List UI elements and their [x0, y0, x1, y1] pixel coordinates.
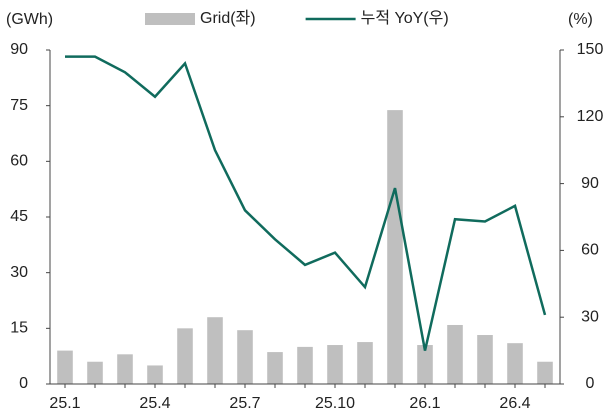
- bar: [147, 365, 163, 384]
- y-axis-label: (GWh): [6, 11, 53, 28]
- line: [65, 55, 547, 351]
- bar: [57, 350, 73, 384]
- x-tick-label: 25.4: [139, 395, 170, 412]
- x-tick-label: 25.10: [315, 395, 355, 412]
- y-tick-label: 30: [10, 264, 28, 281]
- y2-axis-label: (%): [568, 11, 593, 28]
- y2-tick-label: 60: [581, 242, 599, 259]
- x-tick-label: 25.7: [229, 395, 260, 412]
- y2-tick-label: 30: [581, 308, 599, 325]
- y-tick-label: 15: [10, 320, 28, 337]
- legend-label: 누적 YoY(우): [361, 9, 449, 27]
- bar: [477, 335, 493, 384]
- y-tick-label: 75: [10, 97, 28, 114]
- bar: [447, 324, 463, 384]
- x-tick-label: 25.1: [49, 395, 80, 412]
- bar: [417, 345, 433, 384]
- y2-tick-label: 120: [577, 108, 604, 125]
- bar: [387, 110, 403, 385]
- y-tick-label: 60: [10, 153, 28, 170]
- x-tick-label: 26.4: [499, 395, 530, 412]
- bar: [537, 361, 553, 384]
- y2-tick-label: 150: [577, 41, 604, 58]
- bar: [87, 361, 103, 384]
- bar: [297, 346, 313, 384]
- y2-tick-label: 90: [581, 175, 599, 192]
- bar: [237, 330, 253, 384]
- bar: [327, 345, 343, 384]
- bar: [117, 354, 133, 384]
- y2-tick-label: 0: [586, 375, 595, 392]
- bar: [357, 342, 373, 384]
- bar: [207, 317, 223, 384]
- legend-label: Grid(좌): [200, 9, 256, 27]
- bar: [507, 343, 523, 384]
- bar: [267, 352, 283, 384]
- y-tick-label: 45: [10, 208, 28, 225]
- x-tick-label: 26.1: [409, 395, 440, 412]
- bar: [177, 328, 193, 384]
- y-tick-label: 0: [19, 375, 28, 392]
- y-tick-label: 90: [10, 41, 28, 58]
- legend-swatch: [145, 13, 195, 25]
